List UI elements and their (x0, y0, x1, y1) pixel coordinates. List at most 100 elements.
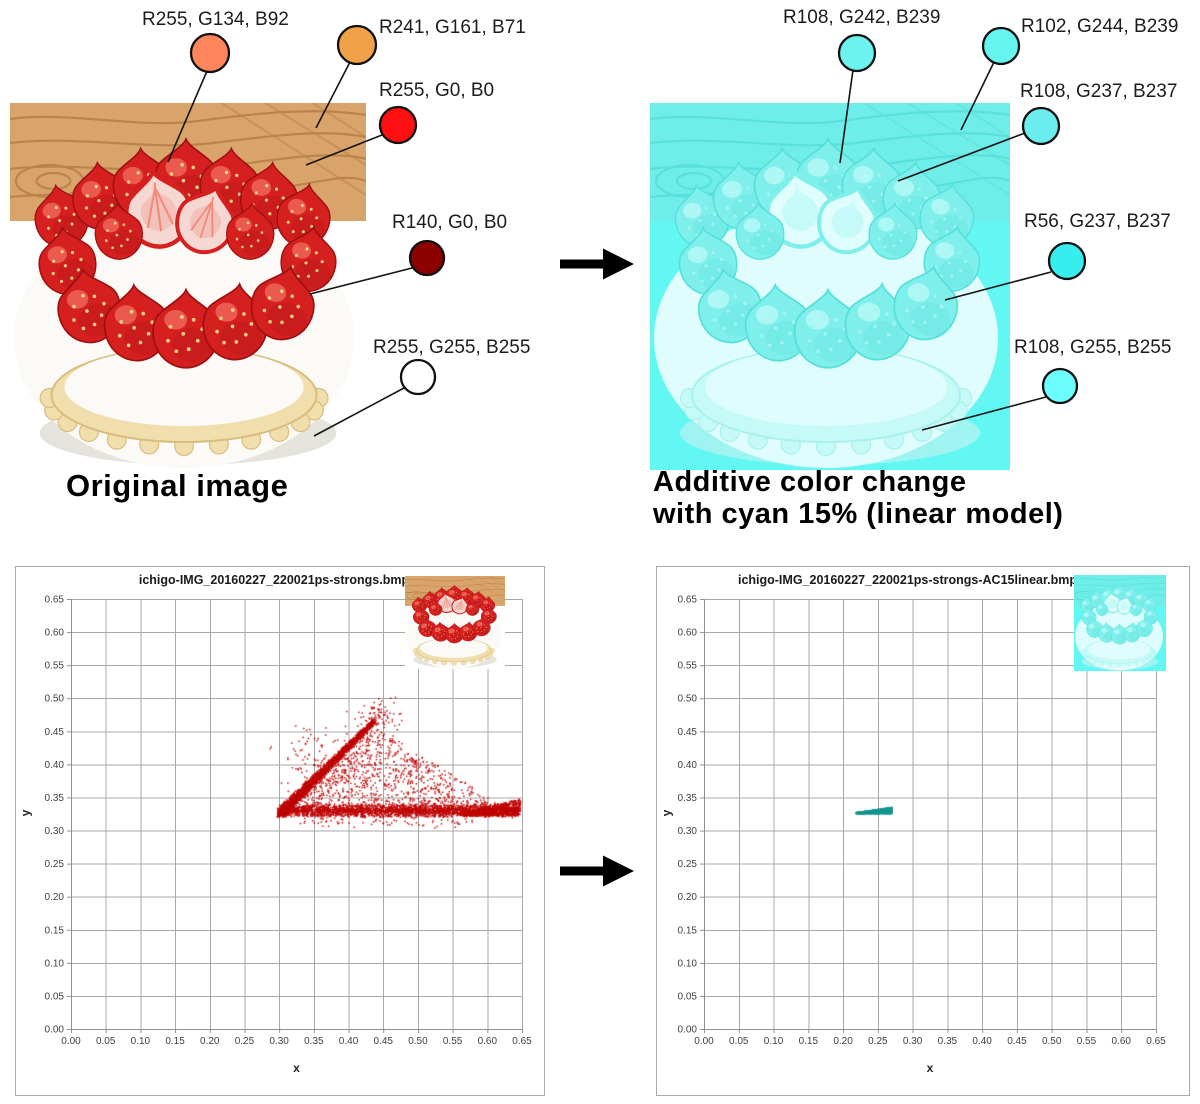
y-tick-label: 0.55 (678, 661, 698, 672)
original-strawberry-photo (9, 102, 367, 470)
y-tick-label: 0.10 (45, 958, 65, 969)
color-sample-circle (1047, 241, 1087, 281)
cyan-strawberry-photo (649, 102, 1011, 470)
chart-inset-thumbnail (1073, 574, 1167, 671)
strawberry-tart-illustration (649, 102, 1011, 470)
x-tick-label: 0.20 (200, 1036, 220, 1047)
x-tick-label: 0.00 (61, 1036, 81, 1047)
x-tick-label: 0.00 (694, 1036, 714, 1047)
y-tick-label: 0.20 (678, 892, 698, 903)
x-tick-label: 0.15 (165, 1036, 185, 1047)
y-tick-label: 0.25 (678, 859, 698, 870)
x-tick-label: 0.35 (304, 1036, 324, 1047)
transform-arrow-icon (560, 248, 634, 280)
y-tick-label: 0.15 (678, 925, 698, 936)
color-sample-circle (378, 105, 418, 145)
rgb-value-label: R102, G244, B239 (1021, 16, 1179, 37)
color-sample-circle (1021, 106, 1061, 146)
x-tick-label: 0.15 (799, 1036, 819, 1047)
x-tick-label: 0.45 (1007, 1036, 1027, 1047)
x-tick-label: 0.35 (938, 1036, 958, 1047)
y-tick-label: 0.05 (45, 991, 65, 1002)
y-tick-label: 0.50 (678, 694, 698, 705)
y-axis-label: y (18, 809, 33, 817)
rgb-value-label: R108, G255, B255 (1014, 337, 1172, 358)
rgb-value-label: R255, G0, B0 (379, 80, 495, 101)
additive-caption-line1: Additive color change (653, 466, 967, 498)
x-tick-label: 0.05 (729, 1036, 749, 1047)
y-tick-label: 0.65 (678, 595, 698, 606)
color-sample-circle (981, 26, 1021, 66)
x-tick-label: 0.10 (131, 1036, 151, 1047)
rgb-value-label: R140, G0, B0 (392, 212, 508, 233)
chart-inset-thumbnail (404, 575, 506, 669)
color-sample-circle (399, 358, 437, 396)
x-tick-label: 0.55 (443, 1036, 463, 1047)
color-sample-circle (837, 33, 877, 73)
x-tick-label: 0.30 (903, 1036, 923, 1047)
y-tick-label: 0.00 (678, 1025, 698, 1036)
x-axis-label: x (293, 1061, 300, 1075)
chart-title: ichigo-IMG_20160227_220021ps-strongs-AC1… (737, 573, 1078, 587)
x-tick-label: 0.50 (1042, 1036, 1062, 1047)
y-tick-label: 0.35 (45, 793, 65, 804)
y-tick-label: 0.65 (45, 595, 65, 606)
y-tick-label: 0.60 (678, 628, 698, 639)
y-tick-label: 0.50 (45, 694, 65, 705)
x-tick-label: 0.60 (1111, 1036, 1131, 1047)
color-sample-circle (336, 24, 378, 66)
x-tick-label: 0.30 (269, 1036, 289, 1047)
strawberry-tart-illustration (404, 575, 506, 669)
x-tick-label: 0.40 (339, 1036, 359, 1047)
strawberry-tart-illustration (9, 102, 367, 470)
transform-arrow-icon (560, 855, 634, 887)
y-tick-label: 0.30 (678, 826, 698, 837)
y-tick-label: 0.40 (45, 760, 65, 771)
y-tick-label: 0.30 (45, 826, 65, 837)
x-tick-label: 0.10 (764, 1036, 784, 1047)
rgb-value-label: R108, G242, B239 (783, 7, 941, 28)
additive-caption: Additive color change with cyan 15% (lin… (653, 466, 1063, 530)
y-tick-label: 0.40 (678, 760, 698, 771)
x-tick-label: 0.25 (868, 1036, 888, 1047)
original-caption: Original image (66, 468, 289, 503)
x-tick-label: 0.65 (512, 1036, 532, 1047)
x-tick-label: 0.20 (833, 1036, 853, 1047)
x-tick-label: 0.25 (235, 1036, 255, 1047)
color-sample-circle (1041, 367, 1079, 405)
rgb-value-label: R255, G134, B92 (142, 9, 289, 30)
additive-caption-line2: with cyan 15% (linear model) (653, 498, 1064, 530)
rgb-value-label: R56, G237, B237 (1024, 211, 1171, 232)
chart-title: ichigo-IMG_20160227_220021ps-strongs.bmp (138, 573, 410, 587)
y-axis-label: y (659, 809, 674, 817)
x-tick-label: 0.65 (1146, 1036, 1166, 1047)
y-tick-label: 0.15 (45, 925, 65, 936)
x-axis-label: x (926, 1061, 934, 1075)
y-tick-label: 0.05 (678, 991, 698, 1002)
x-tick-label: 0.05 (96, 1036, 116, 1047)
x-tick-label: 0.50 (408, 1036, 428, 1047)
y-tick-label: 0.20 (45, 892, 65, 903)
chromaticity-chart-original: ichigo-IMG_20160227_220021ps-strongs.bmp… (15, 566, 545, 1096)
rgb-value-label: R241, G161, B71 (379, 17, 526, 38)
y-tick-label: 0.45 (45, 727, 65, 738)
x-tick-label: 0.60 (478, 1036, 498, 1047)
y-tick-label: 0.60 (45, 628, 65, 639)
scatter-points-canvas (71, 599, 522, 1029)
x-tick-label: 0.40 (972, 1036, 992, 1047)
x-tick-label: 0.55 (1077, 1036, 1097, 1047)
rgb-value-label: R255, G255, B255 (373, 337, 531, 358)
x-tick-label: 0.45 (373, 1036, 393, 1047)
color-sample-circle (408, 239, 446, 277)
strawberry-tart-illustration (1073, 574, 1167, 671)
y-tick-label: 0.25 (45, 859, 65, 870)
y-tick-label: 0.10 (678, 958, 698, 969)
y-tick-label: 0.35 (678, 793, 698, 804)
rgb-value-label: R108, G237, B237 (1020, 81, 1178, 102)
y-tick-label: 0.45 (678, 727, 698, 738)
color-sample-circle (189, 32, 231, 74)
y-tick-label: 0.55 (45, 661, 65, 672)
chromaticity-chart-additive: ichigo-IMG_20160227_220021ps-strongs-AC1… (656, 566, 1190, 1096)
y-tick-label: 0.00 (45, 1025, 65, 1036)
